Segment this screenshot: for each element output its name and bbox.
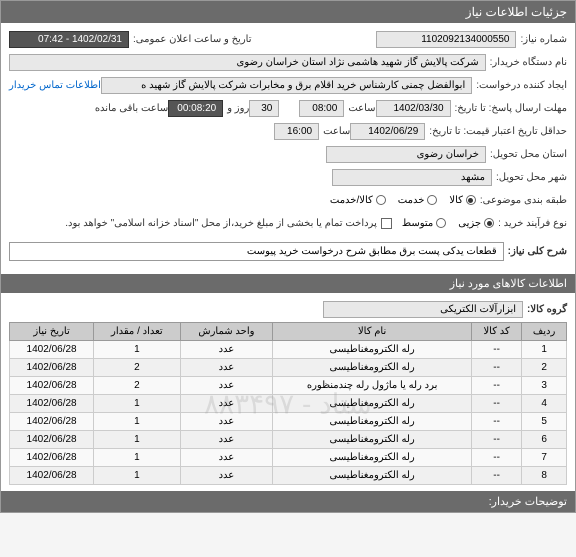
- days-field: 30: [249, 100, 279, 117]
- table-row[interactable]: 6--رله الکترومغناطیسیعدد11402/06/28: [10, 431, 567, 449]
- subject-radio-group: کالا خدمت کالا/خدمت: [330, 195, 476, 206]
- table-row[interactable]: 5--رله الکترومغناطیسیعدد11402/06/28: [10, 413, 567, 431]
- items-table: ردیفکد کالانام کالاواحد شمارشتعداد / مقد…: [9, 322, 567, 485]
- time-label-2: ساعت: [323, 126, 350, 137]
- credit-time: 16:00: [274, 123, 319, 140]
- deadline-date: 1402/03/30: [376, 100, 451, 117]
- remain-label: ساعت باقی مانده: [95, 103, 168, 114]
- panel-header: جزئیات اطلاعات نیاز: [1, 1, 575, 23]
- announce-field: 1402/02/31 - 07:42: [9, 31, 129, 48]
- table-row[interactable]: 1--رله الکترومغناطیسیعدد11402/06/28: [10, 341, 567, 359]
- table-header: تاریخ نیاز: [10, 323, 94, 341]
- table-row[interactable]: 3--برد رله یا ماژول رله چندمنظورهعدد2140…: [10, 377, 567, 395]
- payment-note: پرداخت تمام یا بخشی از مبلغ خرید،از محل …: [65, 218, 377, 229]
- time-label-1: ساعت: [348, 103, 375, 114]
- need-title-field: قطعات یدکی پست برق مطابق شرح درخواست خری…: [9, 242, 504, 261]
- creator-label: ایجاد کننده درخواست:: [476, 80, 567, 91]
- subject-class-label: طبقه بندی موضوعی:: [480, 195, 567, 206]
- radio-goods[interactable]: کالا: [449, 195, 476, 206]
- province-label: استان محل تحویل:: [490, 149, 567, 160]
- need-no-field: 1102092134000550: [376, 31, 516, 48]
- contact-link[interactable]: اطلاعات تماس خریدار: [9, 80, 101, 91]
- items-table-wrap: ستاد - ۸۸۳۴۹۷ ردیفکد کالانام کالاواحد شم…: [9, 322, 567, 485]
- table-row[interactable]: 4--رله الکترومغناطیسیعدد11402/06/28: [10, 395, 567, 413]
- treasury-checkbox[interactable]: [381, 218, 392, 229]
- table-header: نام کالا: [273, 323, 472, 341]
- buyer-notes-bar: توضیحات خریدار:: [1, 491, 575, 512]
- buyer-label: نام دستگاه خریدار:: [490, 57, 567, 68]
- group-field: ابزارآلات الکتریکی: [323, 301, 523, 318]
- day-label: روز و: [227, 103, 249, 114]
- table-row[interactable]: 8--رله الکترومغناطیسیعدد11402/06/28: [10, 467, 567, 485]
- buytype-radio-group: جزیی متوسط: [402, 218, 494, 229]
- announce-label: تاریخ و ساعت اعلان عمومی:: [133, 34, 252, 45]
- details-section: شماره نیاز: 1102092134000550 تاریخ و ساع…: [1, 23, 575, 270]
- remain-time: 00:08:20: [168, 100, 223, 117]
- deadline-label: مهلت ارسال پاسخ: تا تاریخ:: [455, 103, 567, 114]
- table-header: تعداد / مقدار: [94, 323, 180, 341]
- province-field: خراسان رضوی: [326, 146, 486, 163]
- credit-label: حداقل تاریخ اعتبار قیمت: تا تاریخ:: [429, 126, 567, 137]
- table-header: ردیف: [522, 323, 567, 341]
- items-header: اطلاعات کالاهای مورد نیاز: [1, 274, 575, 293]
- city-field: مشهد: [332, 169, 492, 186]
- radio-medium[interactable]: متوسط: [402, 218, 446, 229]
- table-header: واحد شمارش: [180, 323, 273, 341]
- buy-type-label: نوع فرآیند خرید :: [498, 218, 567, 229]
- table-row[interactable]: 2--رله الکترومغناطیسیعدد21402/06/28: [10, 359, 567, 377]
- table-header: کد کالا: [471, 323, 521, 341]
- group-label: گروه کالا:: [527, 304, 567, 315]
- radio-service[interactable]: خدمت: [398, 195, 438, 206]
- main-panel: جزئیات اطلاعات نیاز شماره نیاز: 11020921…: [0, 0, 576, 513]
- city-label: شهر محل تحویل:: [496, 172, 567, 183]
- buyer-field: شرکت پالایش گاز شهید هاشمی نژاد استان خر…: [9, 54, 486, 71]
- deadline-time: 08:00: [299, 100, 344, 117]
- radio-small[interactable]: جزیی: [458, 218, 494, 229]
- radio-goods-service[interactable]: کالا/خدمت: [330, 195, 386, 206]
- creator-field: ابوالفضل چمنی کارشناس خرید اقلام برق و م…: [101, 77, 472, 94]
- need-title-label: شرح کلی نیاز:: [508, 246, 567, 257]
- credit-date: 1402/06/29: [350, 123, 425, 140]
- need-no-label: شماره نیاز:: [520, 34, 567, 45]
- table-row[interactable]: 7--رله الکترومغناطیسیعدد11402/06/28: [10, 449, 567, 467]
